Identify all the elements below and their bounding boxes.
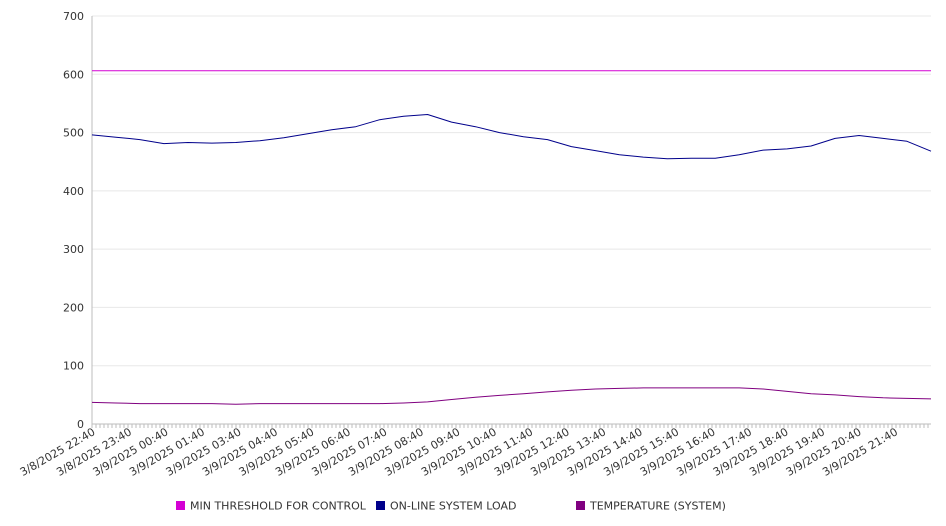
legend-swatch [576, 501, 585, 510]
y-tick-label: 100 [63, 360, 84, 373]
legend-label: MIN THRESHOLD FOR CONTROL [190, 500, 367, 513]
legend-swatch [176, 501, 185, 510]
series-lines [91, 70, 932, 405]
y-tick-label: 600 [63, 68, 84, 81]
y-tick-label: 200 [63, 301, 84, 314]
legend-label: ON-LINE SYSTEM LOAD [390, 500, 516, 513]
series-line-3 [91, 387, 932, 405]
y-tick-label: 500 [63, 127, 84, 140]
legend: MIN THRESHOLD FOR CONTROL ON-LINE SYSTEM … [176, 500, 726, 513]
x-tick-labels: 3/8/2025 22:403/8/2025 23:403/9/2025 00:… [18, 425, 900, 479]
y-tick-label: 300 [63, 243, 84, 256]
legend-swatch [376, 501, 385, 510]
y-tick-labels: 0 100 200 300 400 500 600 700 [63, 10, 84, 431]
y-tick-label: 0 [77, 418, 84, 431]
y-tick-label: 700 [63, 10, 84, 23]
legend-label: TEMPERATURE (SYSTEM) [589, 500, 726, 513]
series-line-2 [91, 114, 932, 160]
gridlines [92, 15, 931, 367]
y-tick-label: 400 [63, 185, 84, 198]
axes [91, 16, 931, 428]
